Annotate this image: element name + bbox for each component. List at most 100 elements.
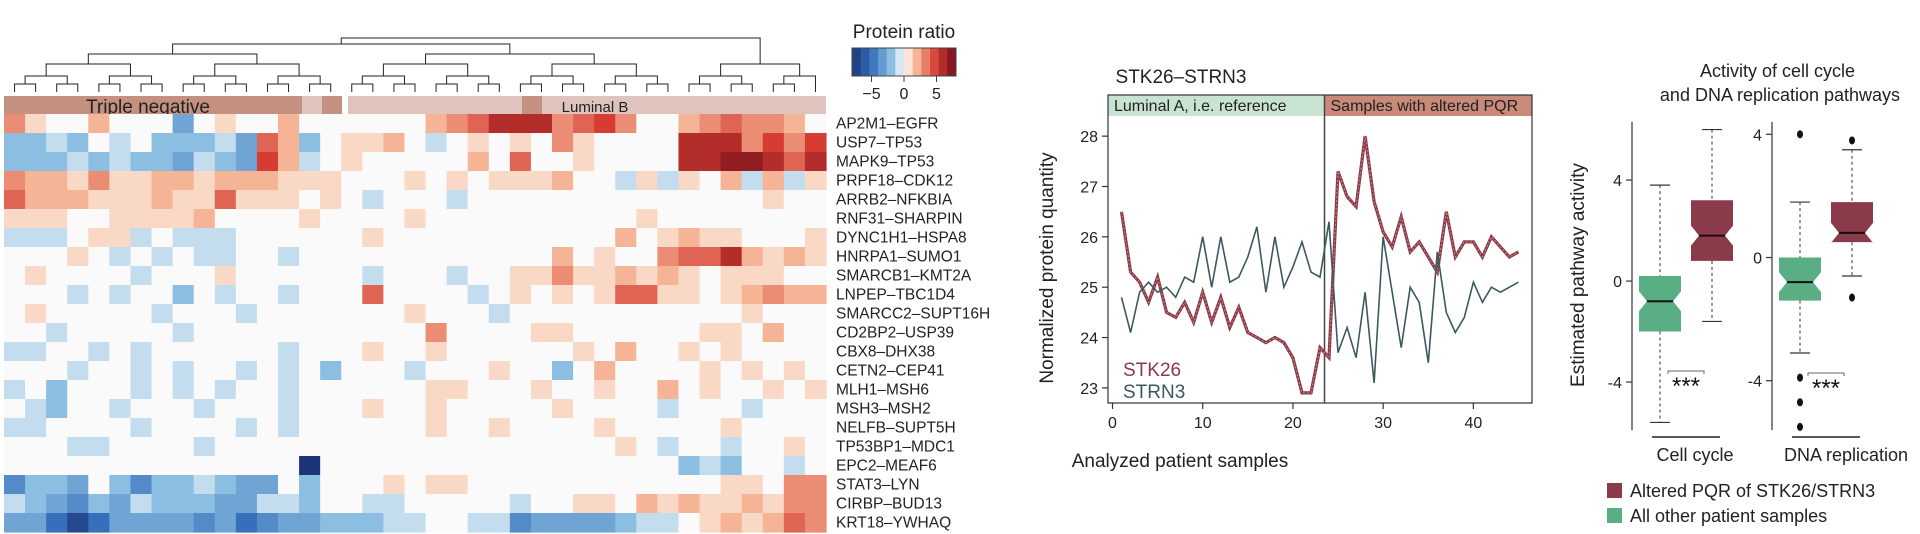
heatmap-cell	[678, 133, 701, 153]
heatmap-cell	[699, 209, 722, 229]
heatmap-cell	[88, 209, 110, 229]
heatmap-cell	[530, 418, 553, 438]
heatmap-cell	[130, 323, 153, 343]
heatmap-cell	[46, 304, 68, 324]
heatmap-cell	[678, 152, 701, 172]
heatmap-cell	[488, 304, 511, 324]
heatmap-cell	[235, 285, 258, 305]
boxplot-y-tick-label: -4	[1608, 375, 1622, 392]
heatmap-cell	[741, 437, 764, 457]
heatmap-cell	[467, 380, 490, 400]
heatmap-cell	[341, 133, 363, 153]
heatmap-cell	[467, 437, 490, 457]
heatmap-cell	[214, 266, 237, 286]
heatmap-cell	[4, 228, 26, 248]
heatmap-cell	[256, 494, 279, 514]
heatmap-cell	[552, 285, 574, 305]
heatmap-cell	[720, 475, 743, 495]
heatmap-cell	[362, 171, 384, 191]
boxplot-outlier	[1797, 398, 1803, 407]
dendrogram-branch	[425, 53, 595, 64]
heatmap-cell	[299, 475, 321, 495]
heatmap-cell	[573, 361, 595, 381]
heatmap-cell	[130, 285, 153, 305]
heatmap-cell	[235, 418, 258, 438]
heatmap-cell	[425, 285, 448, 305]
heatmap-cell	[130, 228, 153, 248]
boxplot-outlier	[1797, 373, 1803, 382]
heatmap-cell	[109, 171, 132, 191]
heatmap-cell	[172, 513, 195, 533]
heatmap-cell	[720, 266, 743, 286]
heatmap-cell	[25, 361, 47, 381]
heatmap-cell	[636, 342, 658, 362]
heatmap-cell	[509, 266, 532, 286]
heatmap-cell	[299, 247, 321, 267]
heatmap-cell	[46, 114, 68, 134]
heatmap-cell	[678, 494, 701, 514]
heatmap-cell	[804, 399, 827, 419]
heatmap-cell	[741, 190, 764, 210]
heatmap-cell	[88, 285, 110, 305]
heatmap-cell	[341, 209, 363, 229]
heatmap-cell	[488, 209, 511, 229]
boxplot-title-line2: and DNA replication pathways	[1660, 85, 1900, 105]
heatmap-cell	[636, 304, 658, 324]
heatmap-cell	[193, 171, 216, 191]
heatmap-cell	[383, 247, 406, 267]
heatmap-cell	[615, 171, 637, 191]
line-chart-xlabel: Analyzed patient samples	[1072, 451, 1289, 472]
heatmap-cell	[446, 209, 469, 229]
heatmap-cell	[741, 361, 764, 381]
heatmap-cell	[172, 247, 195, 267]
heatmap-cell	[488, 399, 511, 419]
heatmap-cell	[636, 513, 658, 533]
heatmap-cell	[783, 399, 806, 419]
heatmap-cell	[467, 152, 490, 172]
heatmap-cell	[341, 342, 363, 362]
heatmap-cell	[172, 418, 195, 438]
heatmap-cell	[594, 266, 616, 286]
heatmap-cell	[678, 399, 701, 419]
heatmap-cell	[720, 342, 743, 362]
heatmap-cell	[657, 456, 680, 476]
heatmap-cell	[636, 190, 658, 210]
heatmap-cell	[615, 342, 637, 362]
heatmap-cell	[341, 114, 363, 134]
heatmap-cell	[509, 152, 532, 172]
heatmap-cell	[552, 152, 574, 172]
heatmap-cell	[235, 456, 258, 476]
heatmap-cell	[4, 494, 26, 514]
heatmap-cell	[109, 247, 132, 267]
heatmap-cell	[636, 152, 658, 172]
heatmap-cell	[362, 494, 384, 514]
heatmap-cell	[573, 475, 595, 495]
heatmap-cell	[530, 266, 553, 286]
heatmap-cell	[130, 361, 153, 381]
heatmap-cell	[488, 437, 511, 457]
heatmap-cell	[467, 247, 490, 267]
x-tick-label: 30	[1374, 415, 1392, 432]
heatmap-cell	[594, 247, 616, 267]
heatmap-cell	[720, 247, 743, 267]
dendrogram-branch	[720, 63, 801, 76]
altered-band-label: Samples with altered PQR	[1331, 98, 1519, 115]
heatmap-cell	[404, 190, 427, 210]
heatmap-cell	[741, 380, 764, 400]
heatmap-cell	[383, 494, 406, 514]
heatmap-cell	[109, 513, 132, 533]
heatmap-cell	[67, 323, 89, 343]
heatmap-cell	[67, 247, 89, 267]
heatmap-cell	[278, 323, 300, 343]
heatmap-cell	[552, 228, 574, 248]
heatmap-cell	[299, 152, 321, 172]
heatmap-cell	[256, 228, 279, 248]
dendrogram-branch	[56, 83, 79, 92]
heatmap-cell	[214, 399, 237, 419]
heatmap-cell	[4, 380, 26, 400]
heatmap-cell	[151, 380, 174, 400]
x-tick-label: 0	[1108, 415, 1117, 432]
heatmap-cell	[404, 228, 427, 248]
heatmap-cell	[678, 114, 701, 134]
heatmap-row-label: CD2BP2–USP39	[836, 325, 954, 342]
